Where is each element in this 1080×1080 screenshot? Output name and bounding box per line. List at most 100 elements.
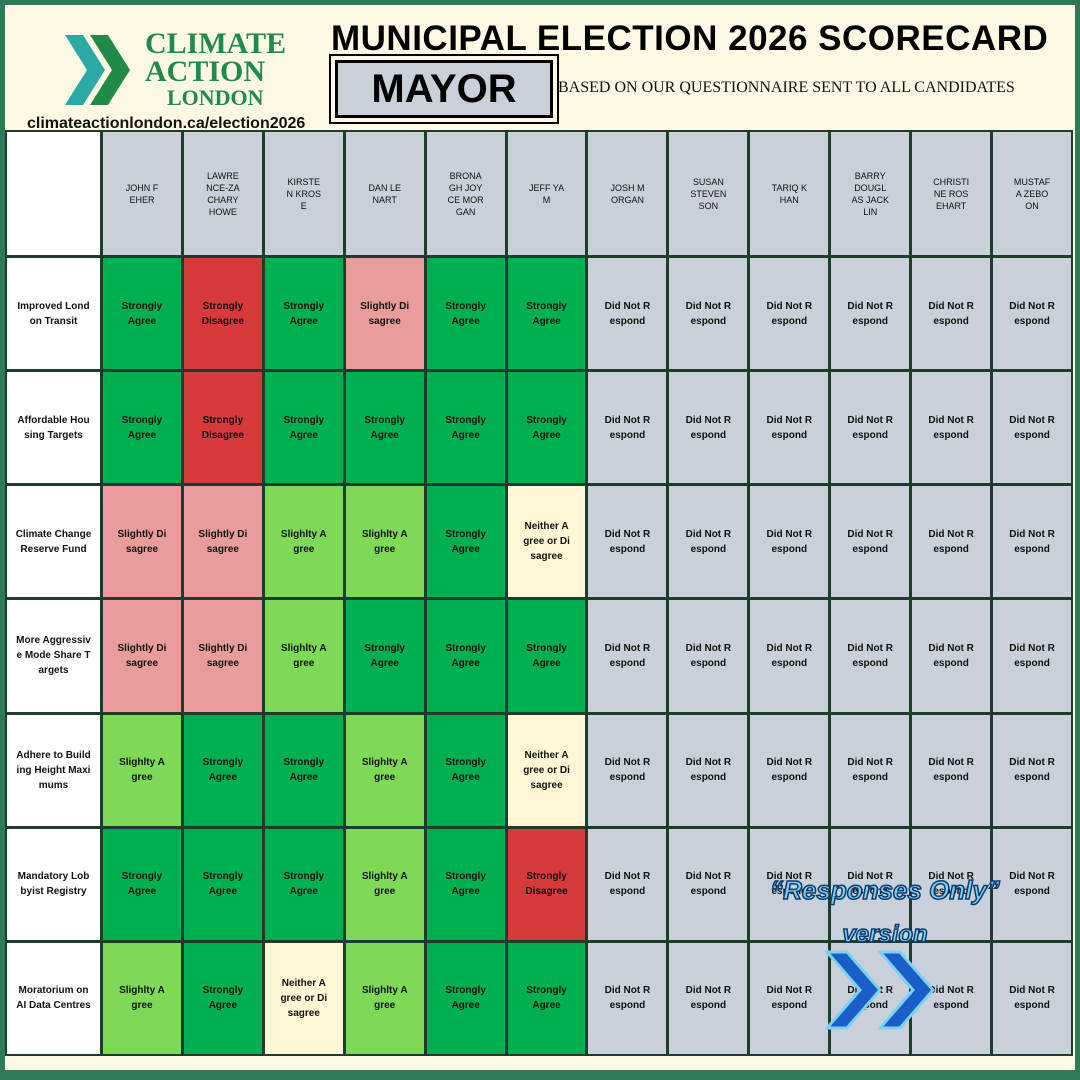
response-cell: Strongly Agree <box>426 486 505 598</box>
response-cell: Neither Agree or Disagree <box>507 486 586 598</box>
response-cell: Strongly Agree <box>103 828 181 940</box>
subtitle: BASED ON OUR QUESTIONNAIRE SENT TO ALL C… <box>558 79 1015 96</box>
row-label: Improved London Transit <box>7 258 100 370</box>
response-cell: Slightly Disagree <box>183 486 262 598</box>
response-cell: Did Not Respond <box>993 258 1071 370</box>
response-cell: Did Not Respond <box>831 372 910 484</box>
response-cell: Slighlty Agree <box>103 942 181 1054</box>
response-cell: Did Not Respond <box>993 600 1071 712</box>
response-cell: Did Not Respond <box>669 600 748 712</box>
response-cell: Did Not Respond <box>588 600 667 712</box>
candidate-name: JEFF YAM <box>507 132 586 255</box>
response-cell: Strongly Agree <box>507 942 586 1054</box>
candidate-name: TARIQ KHAN <box>750 132 829 255</box>
response-cell: Strongly Agree <box>426 942 505 1054</box>
row-label: Affordable Housing Targets <box>7 372 100 484</box>
response-cell: Did Not Respond <box>912 486 991 598</box>
candidate-name: DAN LENART <box>345 132 424 255</box>
response-cell: Strongly Agree <box>264 828 343 940</box>
response-cell: Did Not Respond <box>993 486 1071 598</box>
response-cell: Slighlty Agree <box>345 828 424 940</box>
scorecard-table: JOHN FEHER LAWRENCE-ZACHARY HOWE KIRSTEN K… <box>5 130 1073 1056</box>
response-cell: Did Not Respond <box>912 828 991 940</box>
response-cell: Did Not Respond <box>669 714 748 826</box>
candidate-name: MUSTAFA ZEBOON <box>993 132 1071 255</box>
response-cell: Did Not Respond <box>750 486 829 598</box>
response-cell: Did Not Respond <box>831 714 910 826</box>
row-label: Moratorium on AI Data Centres <box>7 942 100 1054</box>
response-cell: Strongly Agree <box>183 714 262 826</box>
row-label: Climate Change Reserve Fund <box>7 486 100 598</box>
response-cell: Did Not Respond <box>750 258 829 370</box>
response-cell: Did Not Respond <box>993 942 1071 1054</box>
response-cell: Did Not Respond <box>912 258 991 370</box>
response-cell: Did Not Respond <box>588 258 667 370</box>
response-cell: Strongly Agree <box>426 372 505 484</box>
response-cell: Did Not Respond <box>669 486 748 598</box>
response-cell: Did Not Respond <box>831 486 910 598</box>
candidate-name: BARRY DOUGLAS JACKLIN <box>831 132 910 255</box>
response-cell: Did Not Respond <box>750 714 829 826</box>
response-cell: Did Not Respond <box>912 600 991 712</box>
corner-cell <box>7 132 100 255</box>
response-cell: Did Not Respond <box>588 372 667 484</box>
response-cell: Did Not Respond <box>993 372 1071 484</box>
response-cell: Slighlty Agree <box>264 486 343 598</box>
response-cell: Did Not Respond <box>588 942 667 1054</box>
row-label: Adhere to Building Height Maximums <box>7 714 100 826</box>
response-cell: Did Not Respond <box>831 942 910 1054</box>
response-cell: Did Not Respond <box>588 486 667 598</box>
response-cell: Slighlty Agree <box>103 714 181 826</box>
response-cell: Did Not Respond <box>669 372 748 484</box>
response-cell: Did Not Respond <box>750 828 829 940</box>
response-cell: Slighlty Agree <box>264 600 343 712</box>
response-cell: Neither Agree or Disagree <box>507 714 586 826</box>
response-cell: Did Not Respond <box>912 372 991 484</box>
response-cell: Strongly Agree <box>264 372 343 484</box>
response-cell: Did Not Respond <box>831 258 910 370</box>
logo-text: LONDON <box>167 85 264 110</box>
badge: MAYOR <box>335 60 553 118</box>
logo-mark <box>65 35 130 105</box>
response-cell: Strongly Agree <box>426 600 505 712</box>
response-cell: Strongly Agree <box>264 258 343 370</box>
response-cell: Slighlty Agree <box>345 714 424 826</box>
title: MUNICIPAL ELECTION 2026 SCORECARD <box>331 19 1049 58</box>
candidate-name: JOHN FEHER <box>103 132 181 255</box>
response-cell: Did Not Respond <box>750 600 829 712</box>
response-cell: Slightly Disagree <box>103 486 181 598</box>
response-cell: Strongly Agree <box>345 600 424 712</box>
response-cell: Strongly Disagree <box>183 372 262 484</box>
response-cell: Did Not Respond <box>750 372 829 484</box>
response-cell: Did Not Respond <box>669 258 748 370</box>
response-cell: Did Not Respond <box>669 942 748 1054</box>
candidate-name: KIRSTEN KROSE <box>264 132 343 255</box>
url: climateactionlondon.ca/election2026 <box>27 115 306 132</box>
candidate-name: CHRISTINE ROSEHART <box>912 132 991 255</box>
response-cell: Slightly Disagree <box>345 258 424 370</box>
candidate-name: JOSH MORGAN <box>588 132 667 255</box>
response-cell: Strongly Agree <box>264 714 343 826</box>
response-cell: Did Not Respond <box>831 828 910 940</box>
response-cell: Strongly Disagree <box>183 258 262 370</box>
response-cell: Strongly Agree <box>103 372 181 484</box>
response-cell: Did Not Respond <box>912 714 991 826</box>
candidate-name: BRONAGH JOYCE MORGAN <box>426 132 505 255</box>
response-cell: Strongly Agree <box>507 372 586 484</box>
candidate-name: SUSAN STEVENSON <box>669 132 748 255</box>
response-cell: Did Not Respond <box>669 828 748 940</box>
response-cell: Slighlty Agree <box>345 942 424 1054</box>
row-label: Mandatory Lobbyist Registry <box>7 828 100 940</box>
response-cell: Strongly Agree <box>426 258 505 370</box>
response-cell: Neither Agree or Disagree <box>264 942 343 1054</box>
response-cell: Strongly Agree <box>103 258 181 370</box>
response-cell: Strongly Agree <box>507 600 586 712</box>
response-cell: Strongly Agree <box>426 714 505 826</box>
response-cell: Strongly Agree <box>345 372 424 484</box>
response-cell: Strongly Agree <box>183 828 262 940</box>
response-cell: Slighlty Agree <box>345 486 424 598</box>
response-cell: Strongly Agree <box>507 258 586 370</box>
response-cell: Did Not Respond <box>588 714 667 826</box>
response-cell: Did Not Respond <box>993 828 1071 940</box>
